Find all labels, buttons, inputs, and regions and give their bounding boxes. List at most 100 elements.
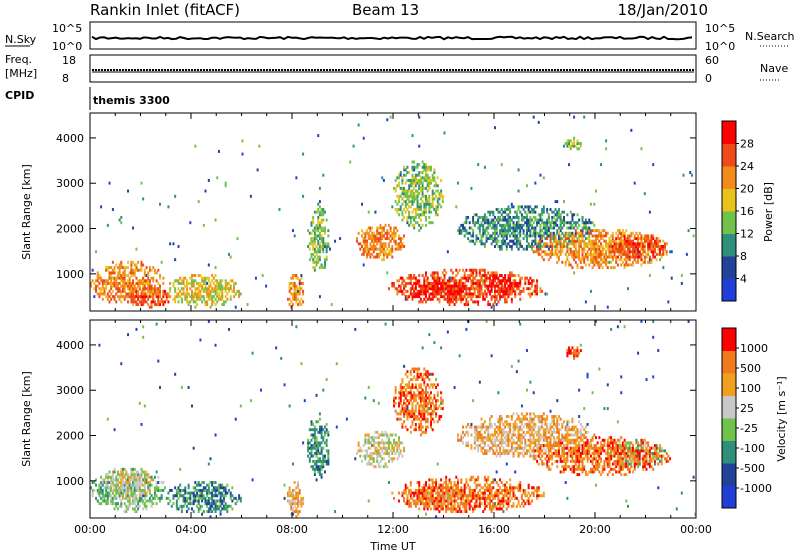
velocity-cell	[198, 510, 200, 513]
power-cell	[388, 287, 390, 290]
power-cell	[391, 205, 393, 208]
power-cell	[339, 237, 341, 240]
power-cell	[516, 211, 518, 214]
velocity-cell	[297, 497, 299, 500]
power-cell	[322, 174, 324, 177]
velocity-cell	[294, 481, 296, 484]
power-cell	[560, 224, 562, 227]
power-cell	[625, 229, 627, 232]
velocity-cell	[450, 486, 452, 489]
power-cell	[450, 277, 452, 280]
power-cell	[319, 232, 321, 235]
power-cell	[242, 139, 244, 142]
power-cell	[410, 195, 412, 198]
power-cell	[501, 224, 503, 227]
power-cell	[501, 248, 503, 251]
power-cell	[124, 269, 126, 272]
power-cell	[475, 213, 477, 216]
power-cell	[319, 187, 321, 190]
power-cell	[132, 290, 134, 293]
power-cell	[135, 277, 137, 280]
velocity-cell	[252, 478, 254, 481]
velocity-cell	[317, 449, 319, 452]
power-cell	[186, 287, 188, 290]
power-cell	[119, 271, 121, 274]
freq-tick-low: 8	[62, 72, 69, 85]
power-cell	[475, 240, 477, 243]
power-cell	[550, 224, 552, 227]
power-cell	[300, 298, 302, 301]
power-cell	[406, 208, 408, 211]
power-cell	[437, 200, 439, 203]
power-cell	[415, 176, 417, 179]
power-cell	[551, 248, 553, 251]
power-cell	[218, 298, 220, 301]
velocity-cell	[137, 502, 139, 505]
velocity-cell	[311, 420, 313, 423]
power-cell	[582, 250, 584, 253]
velocity-cell	[137, 489, 139, 492]
power-cell	[563, 145, 565, 148]
velocity-cell	[437, 394, 439, 397]
velocity-cell	[149, 481, 151, 484]
velocity-cell	[385, 465, 387, 468]
velocity-cell	[395, 397, 397, 400]
power-cell	[531, 240, 533, 243]
power-cell	[662, 245, 664, 248]
power-cell	[634, 182, 636, 185]
power-cell	[656, 258, 658, 261]
power-cell	[198, 293, 200, 296]
power-cell	[314, 234, 316, 237]
power-cell	[534, 237, 536, 240]
velocity-cell	[289, 486, 291, 489]
power-cell	[218, 150, 220, 153]
power-cell	[162, 295, 164, 298]
power-cell	[464, 274, 466, 277]
velocity-cell	[294, 510, 296, 513]
velocity-cell	[322, 463, 324, 466]
power-cell	[122, 290, 124, 293]
velocity-cell	[144, 502, 146, 505]
velocity-cell	[309, 457, 311, 460]
velocity-cell	[186, 500, 188, 503]
velocity-cell	[373, 444, 375, 447]
power-cell	[487, 227, 489, 230]
power-cell	[107, 298, 109, 301]
velocity-cell	[440, 489, 442, 492]
velocity-cell	[450, 510, 452, 513]
velocity-cell	[230, 505, 232, 508]
power-cell	[400, 171, 402, 174]
velocity-cell	[199, 484, 201, 487]
power-cell	[587, 245, 589, 248]
power-cell	[440, 293, 442, 296]
power-cell	[464, 234, 466, 237]
velocity-cell	[152, 502, 154, 505]
power-cell	[475, 295, 477, 298]
power-cell	[511, 205, 513, 208]
velocity-cell	[139, 402, 141, 405]
velocity-cell	[321, 449, 323, 452]
velocity-cell	[309, 441, 311, 444]
power-cell	[406, 203, 408, 206]
velocity-cell	[410, 426, 412, 429]
power-cell	[216, 290, 218, 293]
power-cell	[460, 300, 462, 303]
power-cell	[546, 245, 548, 248]
power-cell	[169, 242, 171, 245]
velocity-cell	[107, 481, 109, 484]
power-cell	[582, 227, 584, 230]
velocity-cell	[129, 500, 131, 503]
power-cell	[395, 227, 397, 230]
power-cell	[450, 290, 452, 293]
power-cell	[405, 290, 407, 293]
velocity-cell	[122, 470, 124, 473]
velocity-cell	[420, 502, 422, 505]
power-colorbar-tick-label: 20	[740, 183, 754, 196]
power-cell	[539, 253, 541, 256]
power-cell	[444, 131, 446, 134]
power-cell	[538, 221, 540, 224]
power-cell	[398, 176, 400, 179]
velocity-cell	[410, 386, 412, 389]
velocity-cell	[403, 365, 405, 368]
velocity-cell	[410, 431, 412, 434]
